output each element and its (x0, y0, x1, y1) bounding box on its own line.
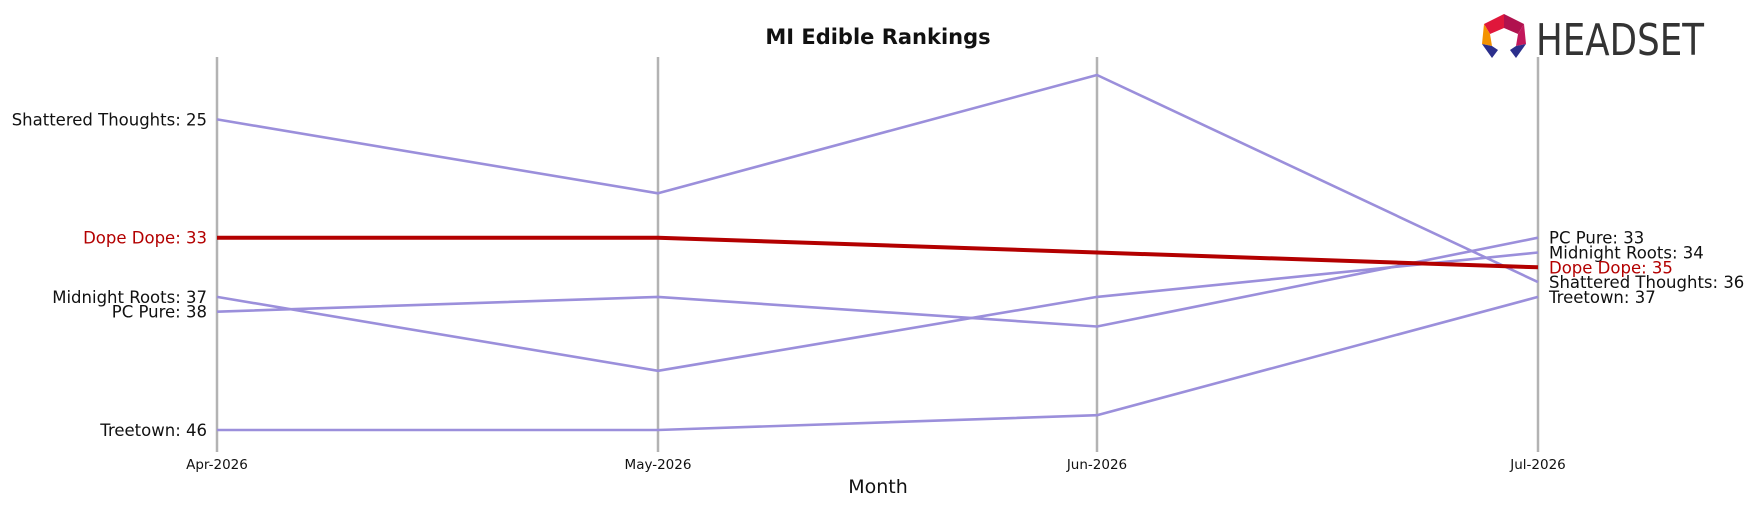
left-rank-labels: Shattered Thoughts: 25 Dope Dope: 33 Midni… (12, 110, 207, 440)
series-line-dope-dope (217, 235, 1539, 270)
series-lines (216, 73, 1539, 432)
series-line-midnight-roots (216, 251, 1539, 373)
right-label: PC Pure: 33 (1549, 229, 1644, 248)
series-line-treetown (217, 295, 1539, 432)
x-tick-label: May-2026 (625, 457, 692, 473)
x-tick-label: Jul-2026 (1509, 457, 1566, 473)
series-line-shattered-thoughts (216, 73, 1539, 284)
left-label: Treetown: 46 (99, 421, 207, 440)
right-label: Treetown: 37 (1548, 288, 1656, 307)
left-label: Dope Dope: 33 (83, 229, 207, 248)
month-gridlines (215, 57, 1540, 452)
left-label: PC Pure: 38 (112, 303, 207, 322)
left-label: Shattered Thoughts: 25 (12, 110, 207, 129)
right-label: Shattered Thoughts: 36 (1549, 273, 1744, 292)
series-line-pc-pure (216, 236, 1539, 328)
chart-title: MI Edible Rankings (765, 25, 990, 49)
x-axis-label: Month (848, 476, 908, 498)
headset-logo: HEADSET (1482, 14, 1704, 66)
x-tick-labels: Apr-2026 May-2026 Jun-2026 Jul-2026 (186, 457, 1566, 473)
right-label: Midnight Roots: 34 (1549, 244, 1704, 263)
x-tick-label: Apr-2026 (186, 457, 248, 473)
right-label: Dope Dope: 35 (1549, 258, 1673, 277)
headset-logo-icon (1482, 14, 1526, 58)
x-tick-label: Jun-2026 (1066, 457, 1127, 473)
headset-logo-text: HEADSET (1536, 15, 1704, 66)
left-label: Midnight Roots: 37 (52, 288, 207, 307)
